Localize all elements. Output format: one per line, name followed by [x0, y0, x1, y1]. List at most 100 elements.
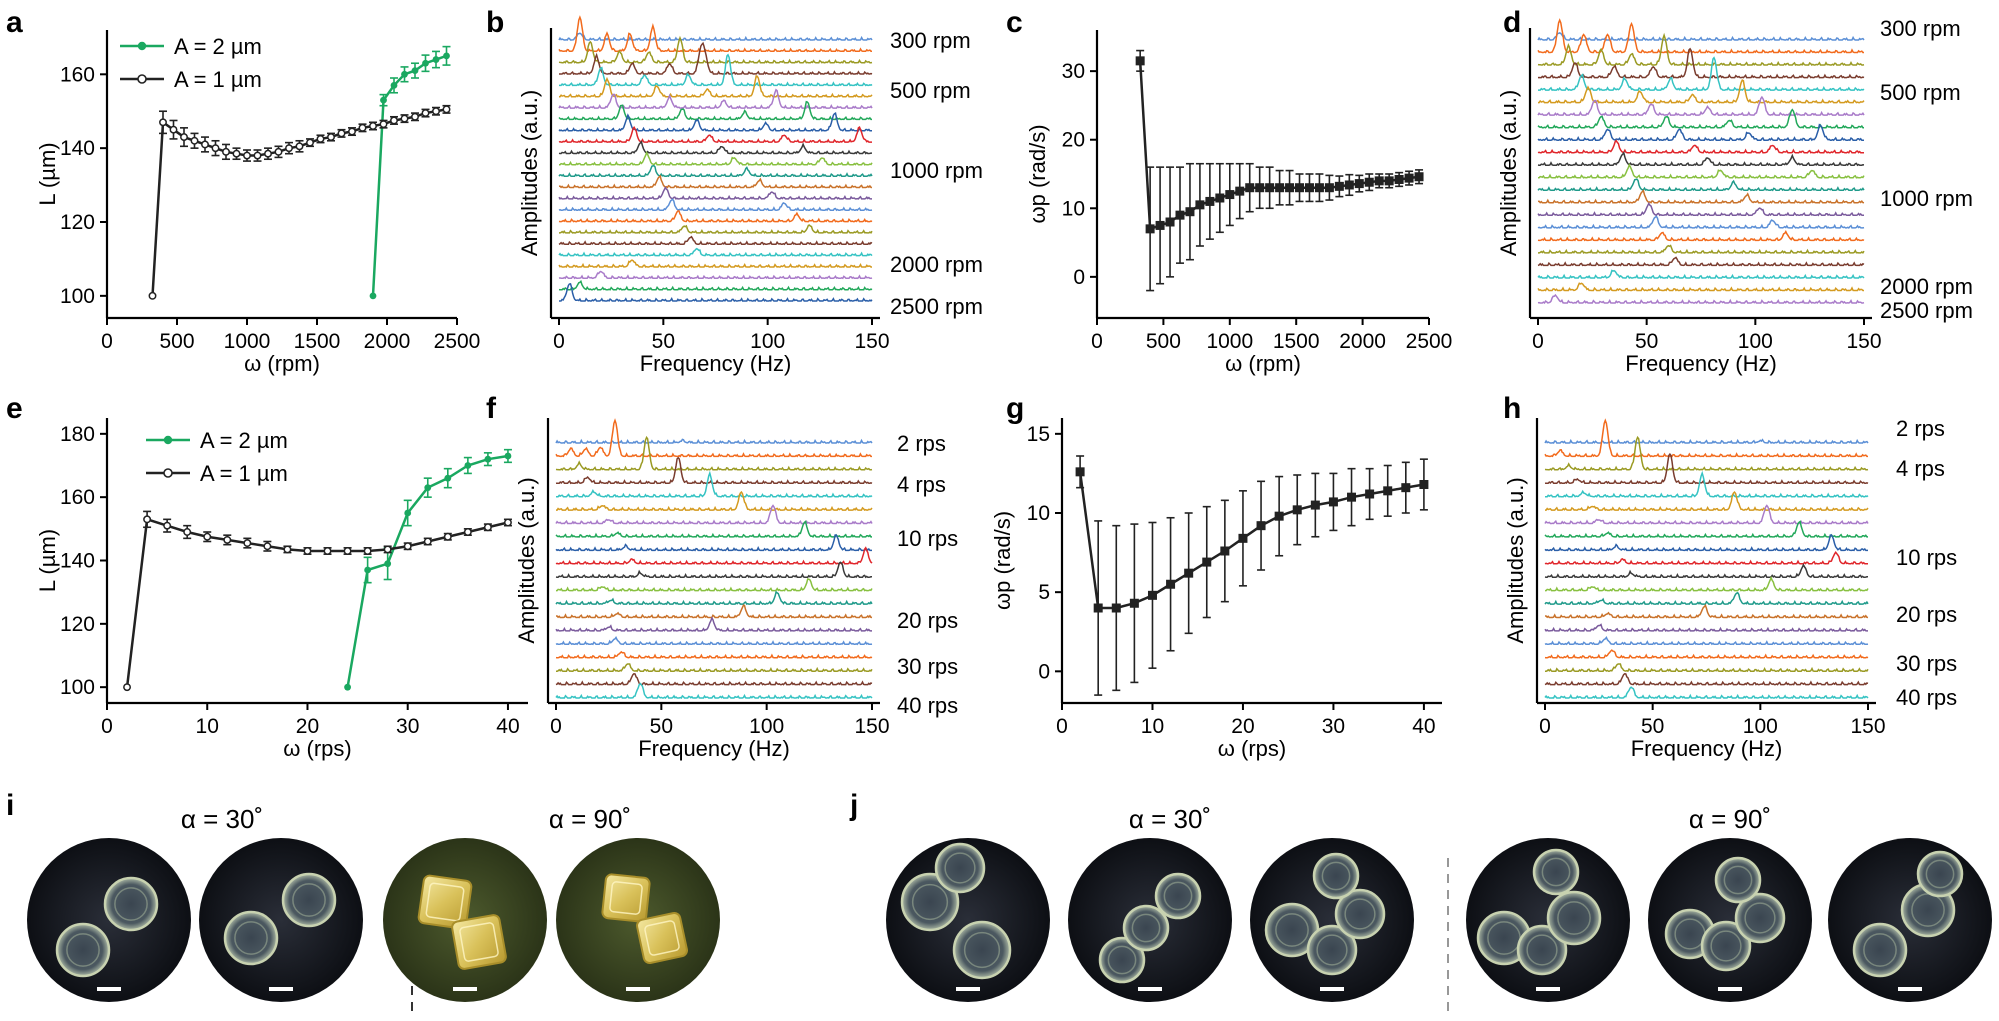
- c-point: [1364, 177, 1374, 187]
- d-spectrum-line: [1537, 202, 1864, 217]
- c-y-tick-label: 20: [1062, 129, 1085, 152]
- i-90-1-cube-body: [417, 874, 473, 930]
- e-x-axis-label: ω (rps): [283, 736, 352, 761]
- b-x-tick-label: 0: [553, 330, 565, 353]
- e-point: [263, 542, 272, 551]
- e-y-tick-label: 100: [60, 676, 95, 699]
- d-spectrum-line: [1537, 293, 1865, 305]
- c-point: [1195, 200, 1205, 210]
- a-point: [253, 151, 262, 160]
- i-30-2-bead-ring: [234, 921, 268, 955]
- e-x-tick-label: 40: [496, 715, 519, 738]
- h-spectrum-line: [1544, 686, 1869, 700]
- j-90-3-bead-ring: [1925, 859, 1955, 889]
- h-spectrum-line: [1545, 470, 1869, 498]
- c-x-tick-label: 2500: [1406, 330, 1453, 353]
- j-90-1-scale-bar: [1536, 987, 1560, 991]
- d-curve-label: 1000 rpm: [1880, 186, 1973, 211]
- g-x-axis-label: ω (rps): [1218, 736, 1287, 761]
- i-90-2-cube-facet: [609, 881, 643, 915]
- panel-label-d: d: [1503, 6, 1521, 39]
- c-point: [1344, 180, 1354, 190]
- a-point: [159, 118, 167, 127]
- c-point: [1215, 193, 1225, 203]
- j-90-3-bead-ring: [1863, 933, 1897, 967]
- i-angle-90: α = 90˚: [549, 804, 631, 834]
- a-point: [390, 116, 398, 125]
- i-90-2-cube-facet: [644, 920, 680, 956]
- c-point: [1255, 183, 1265, 193]
- e-point: [404, 509, 412, 517]
- g-point: [1075, 467, 1085, 477]
- a-x-axis-label: ω (rpm): [244, 351, 320, 376]
- e-point: [504, 452, 512, 460]
- f-spectrum-line: [556, 578, 873, 592]
- j-90-1-bead: [1532, 848, 1580, 896]
- g-point: [1147, 590, 1157, 600]
- b-curve-label: 300 rpm: [890, 28, 971, 53]
- i-30-2-bead-ring: [292, 883, 326, 917]
- f-spectrum-line: [555, 561, 872, 579]
- e-x-tick-label: 30: [396, 715, 419, 738]
- h-spectrum-line: [1544, 520, 1868, 538]
- j-angle-30: α = 30˚: [1129, 804, 1211, 834]
- j-30-3-bead-ring: [1321, 861, 1351, 891]
- a-point: [190, 136, 199, 145]
- j-30-3-scale-bar: [1320, 987, 1344, 991]
- a-point: [421, 109, 430, 118]
- d-spectrum-line: [1537, 151, 1865, 167]
- a-point: [180, 133, 188, 142]
- a-point: [401, 70, 408, 78]
- b-spectrum-line: [558, 174, 873, 189]
- j-90-2-bead-ring: [1710, 930, 1742, 962]
- a-point: [264, 149, 272, 158]
- c-point: [1225, 190, 1235, 200]
- i-90-1-cube-facet: [425, 882, 465, 922]
- g-point: [1292, 505, 1302, 515]
- j-30-2-bead-ring: [1131, 913, 1161, 943]
- c-point: [1324, 183, 1334, 193]
- a-point: [274, 147, 283, 156]
- e-point: [223, 535, 232, 544]
- g-y-tick-label: 0: [1038, 660, 1050, 683]
- f-curve-label: 40 rps: [897, 693, 958, 718]
- d-spectrum-line: [1537, 189, 1865, 204]
- f-spectrum-line: [556, 604, 873, 619]
- j-30-1-scale-bar: [956, 987, 980, 991]
- d-spectrum-line: [1538, 56, 1865, 92]
- i-30-2-bead: [281, 872, 337, 928]
- j-30-2-bead: [1154, 872, 1202, 920]
- d-x-tick-label: 0: [1532, 330, 1544, 353]
- a-point: [432, 56, 440, 63]
- a-point: [400, 114, 409, 123]
- b-spectrum-line: [558, 112, 872, 132]
- j-30-3-bead: [1306, 924, 1358, 976]
- panel-label-b: b: [486, 6, 504, 39]
- b-spectrum-line: [558, 259, 872, 269]
- a-series-line: [151, 108, 447, 296]
- j-90-2-field: [1648, 838, 1812, 1002]
- b-spectrum-line: [558, 247, 873, 257]
- h-spectrum-line: [1544, 438, 1869, 445]
- f-x-axis-label: Frequency (Hz): [638, 736, 790, 761]
- b-x-tick-label: 50: [652, 330, 675, 353]
- e-point: [243, 539, 252, 548]
- j-90-2-bead: [1700, 920, 1752, 972]
- f-spectrum-line: [556, 470, 873, 498]
- a-point: [295, 142, 304, 151]
- d-spectrum-line: [1537, 108, 1864, 129]
- d-y-axis-label: Amplitudes (a.u.): [1496, 90, 1521, 256]
- h-spectrum-line: [1544, 452, 1869, 485]
- b-spectrum-line: [558, 15, 872, 53]
- e-y-tick-label: 120: [60, 613, 95, 636]
- d-spectrum-line: [1537, 215, 1865, 230]
- j-90-2: [1648, 838, 1812, 1002]
- i-angle-30: α = 30˚: [181, 804, 263, 834]
- panel-label-g: g: [1006, 392, 1024, 425]
- g-point: [1365, 489, 1375, 499]
- h-spectrum-line: [1544, 591, 1869, 606]
- a-point: [306, 138, 314, 147]
- j-30-2: [1068, 838, 1232, 1002]
- h-x-axis-label: Frequency (Hz): [1631, 736, 1783, 761]
